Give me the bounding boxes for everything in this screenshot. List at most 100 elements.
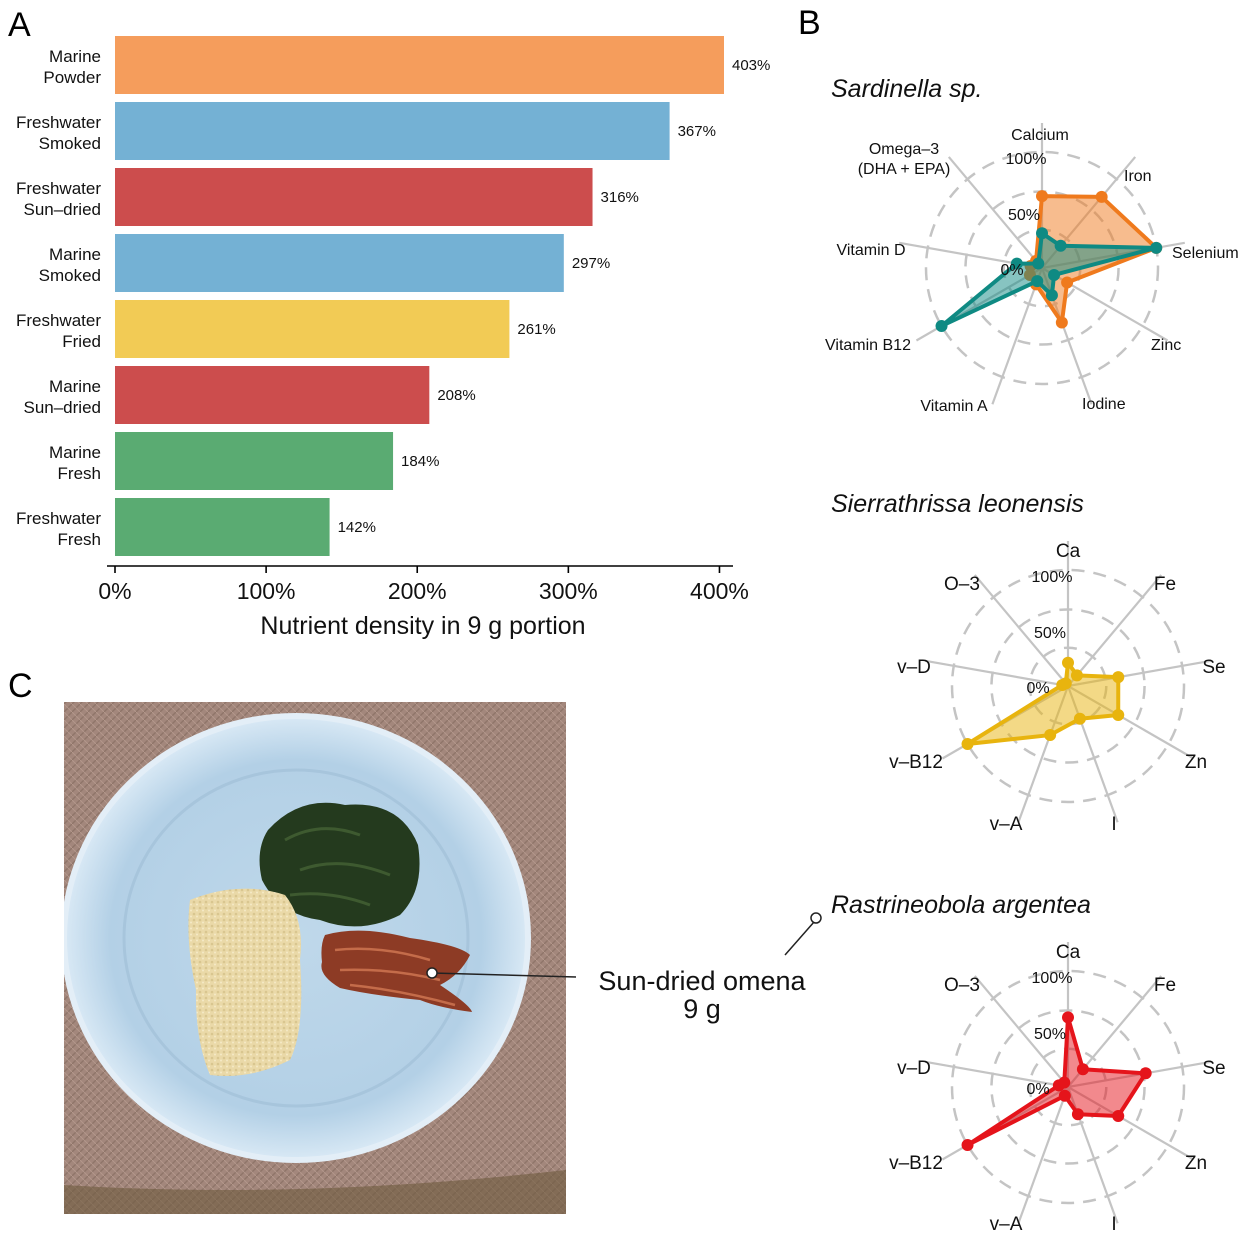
bar [115,366,430,424]
radar-axis-label: Se [1202,1058,1225,1079]
bar-category-label: Fresh [58,530,101,549]
radar-axis-label: Vitamin D [836,242,905,259]
radar-axis-label: Calcium [1011,127,1069,144]
radar-ring-label: 0% [1026,1081,1049,1098]
bar-value-label: 316% [601,189,639,206]
radar-axis-label: O–3 [944,975,980,996]
radar-point [1139,1067,1152,1080]
x-tick-label: 100% [237,578,296,604]
radar-point [1112,671,1125,684]
bar-value-label: 184% [401,453,439,470]
radar-point [1112,709,1125,721]
panel-label-c: C [8,667,33,705]
bar-category-label: Freshwater [16,311,101,330]
radar-ring-label: 100% [1032,970,1073,987]
radar-point [1055,316,1068,329]
radar-point [1150,241,1163,254]
meal-photo: Sun-dried omena 9 g [64,702,822,1214]
radar-point [1062,1011,1074,1024]
radar-axis-label: Zn [1185,1153,1207,1174]
bar-category-label: Marine [49,443,101,462]
radar-series-area [965,660,1121,746]
radar-axis-label: Fe [1154,975,1176,996]
radar-axis-label: Iodine [1082,396,1126,413]
radar-point [1010,257,1023,270]
radar-point [1095,190,1108,203]
panel-label-b: B [798,4,821,42]
x-tick-label: 400% [690,578,749,604]
radar-ring-label: 0% [1000,262,1023,279]
radar-ring [950,969,1186,1205]
bar [115,168,593,226]
bar [115,498,330,556]
bar-category-label: Smoked [39,134,101,153]
radar-point [1048,268,1061,281]
bar-category-label: Marine [49,245,101,264]
callout-weight: 9 g [683,994,721,1024]
radar-point [1061,276,1074,289]
radar-point [935,320,948,332]
radar-ring-label: 0% [1026,680,1049,697]
radar-title: Rastrineobola argentea [831,891,1091,919]
radar-point [1071,1108,1084,1121]
radar-point [1044,729,1057,742]
bar [115,432,394,490]
bar [115,102,670,160]
radar-axis-label: (DHA + EPA) [858,161,951,178]
bar-category-label: Marine [49,47,101,66]
radar-axis-label: Se [1202,657,1225,678]
bar [115,36,724,94]
radar-chart-sardinella: Sardinella sp. 0% 50% 100% Calcium Iron Seleni… [825,75,1239,415]
bar-category-label: Sun–dried [23,398,101,417]
radar-point [1036,227,1048,240]
radar-point [1059,677,1072,690]
x-tick-label: 300% [539,578,598,604]
radar-ring [950,568,1186,804]
x-tick-label: 200% [388,578,447,604]
radar-point [1062,656,1074,669]
radar-axis-label: Iron [1124,168,1152,185]
radar-axis-label: I [1111,814,1116,835]
radar-point [1070,669,1083,682]
radar-axis-label: Zinc [1151,337,1181,354]
bar-value-label: 297% [572,255,610,272]
bar-category-label: Powder [43,68,101,87]
radar-axis-label: v–D [897,1058,931,1079]
radar-axis-label: Selenium [1172,245,1239,262]
bar-chart: 403% Marine Powder 367% Freshwater Smoked 316%… [16,36,770,640]
radar-axis-label: v–B12 [889,752,943,773]
radar-ring-label: 50% [1034,625,1066,642]
radar-ring [924,150,1160,386]
radar-axis-label: Zn [1185,752,1207,773]
radar-axis-label: Omega–3 [869,141,939,158]
radar-axis-label: Ca [1056,541,1081,562]
x-tick-label: 0% [98,578,131,604]
radar-axis-label: v–A [990,814,1023,835]
radar-axis-label: Fe [1154,574,1176,595]
radar-chart-rastrineobola: Rastrineobola argentea 0% 50% 100% Ca Fe Se Zn I… [831,891,1226,1235]
radar-point [1045,289,1058,302]
radar-spoke [925,1060,1069,1089]
bar [115,300,510,358]
radar-spoke [1067,574,1163,687]
radar-point [1036,190,1048,203]
bar-category-label: Sun–dried [23,200,101,219]
radar-ring-label: 50% [1034,1026,1066,1043]
ugali [188,888,302,1076]
radar-ring-label: 100% [1006,151,1047,168]
callout-marker [426,967,438,979]
bar-value-label: 208% [437,387,475,404]
radar-axis-label: Ca [1056,942,1081,963]
panel-label-a: A [8,6,31,44]
radar-spoke [947,156,1043,269]
radar-axis-label: v–D [897,657,931,678]
bar-category-label: Freshwater [16,179,101,198]
radar-chart-sierrathrissa: Sierrathrissa leonensis 0% 50% 100% Ca Fe Se Zn… [831,490,1226,835]
bar [115,234,564,292]
radar-axis-label: Vitamin B12 [825,337,911,354]
radar-point [1076,1063,1089,1076]
bar-value-label: 261% [517,321,555,338]
radar-point [961,738,974,750]
radar-axis-label: v–B12 [889,1153,943,1174]
